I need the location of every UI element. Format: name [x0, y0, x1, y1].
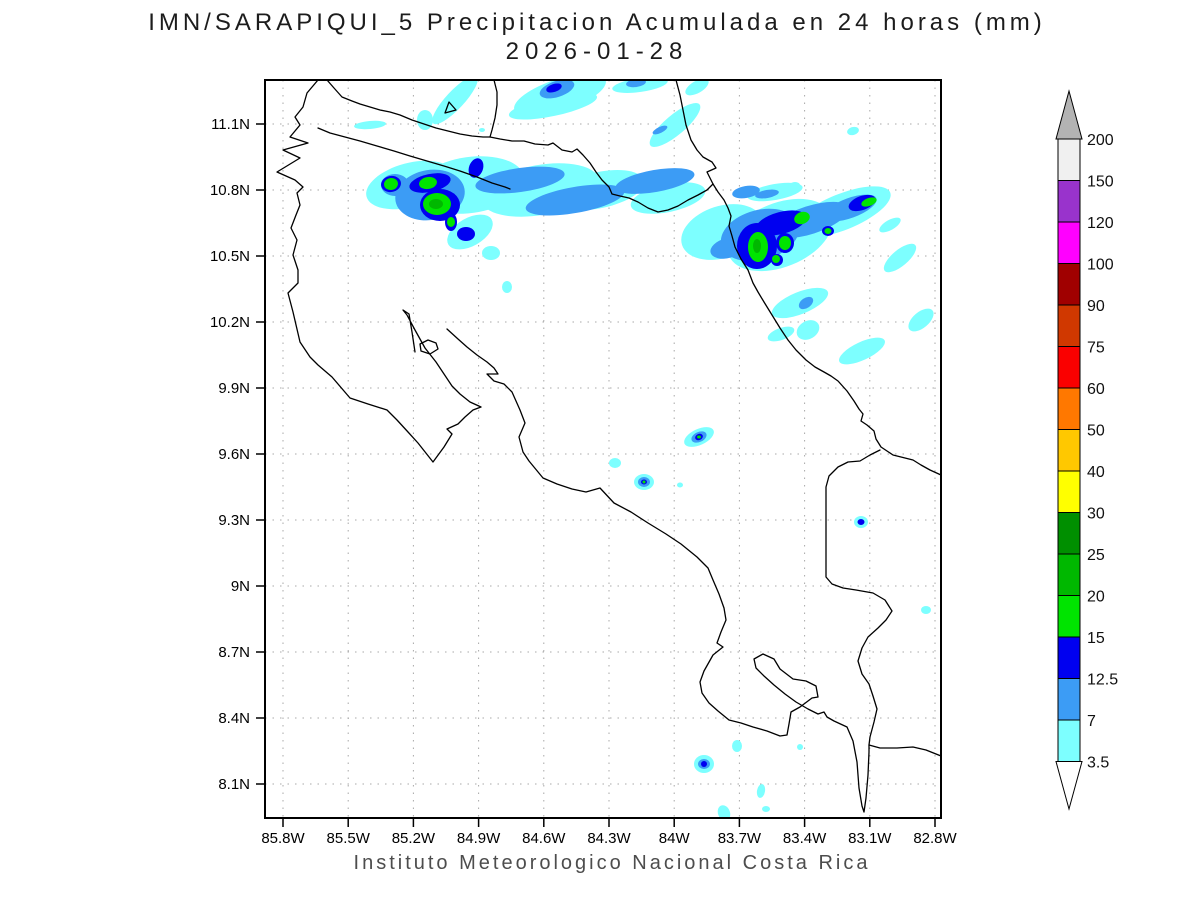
colorbar-segment — [1057, 387, 1081, 430]
gulf-nicoya-south-coastline — [446, 328, 941, 813]
panama-border — [825, 449, 893, 746]
lon-label: 83.7W — [718, 830, 762, 847]
precip-level-15mm — [384, 176, 877, 484]
colorbar-label: 3.5 — [1087, 755, 1109, 772]
latitude-axis: 11.1N 10.8N 10.5N 10.2N 9.9N 9.6N 9.3N 9N 8.7N 8.… — [210, 116, 265, 793]
colorbar-labels: 200 150 120 100 90 75 60 50 40 30 25 20 15 12.5 7 3.5 — [1087, 132, 1118, 772]
lat-label: 11.1N — [211, 116, 250, 133]
colorbar-segment — [1057, 470, 1081, 513]
colorbar-segments — [1057, 138, 1081, 762]
colorbar-arrow-bottom — [1055, 761, 1083, 811]
lake-island — [444, 101, 457, 114]
precip-level-20mm — [429, 199, 761, 253]
date-subtitle: 2026-01-28 — [506, 38, 689, 65]
colorbar-label: 15 — [1087, 630, 1105, 647]
colorbar-label: 25 — [1087, 547, 1105, 564]
longitude-axis: 85.8W 85.5W 85.2W 84.9W 84.6W 84.3W 84W 83.7W 83… — [261, 818, 958, 847]
colorbar-label: 12.5 — [1087, 672, 1118, 689]
lon-label: 83.1W — [848, 830, 892, 847]
lon-label: 83.4W — [783, 830, 827, 847]
lon-label: 84W — [659, 830, 691, 847]
colorbar-label: 75 — [1087, 340, 1105, 357]
colorbar-segment — [1057, 678, 1081, 721]
colorbar-segment — [1057, 180, 1081, 223]
precipitation-layer — [354, 80, 934, 818]
colorbar-segment — [1057, 263, 1081, 306]
caribbean-coastline — [675, 80, 941, 476]
colorbar-label: 40 — [1087, 464, 1105, 481]
colorbar-segment — [1057, 304, 1081, 347]
lon-label: 85.8W — [261, 830, 305, 847]
colorbar-segment — [1057, 221, 1081, 264]
chira-island — [419, 339, 439, 355]
lat-label: 10.5N — [210, 248, 250, 265]
lon-label: 85.5W — [327, 830, 371, 847]
colorbar-label: 30 — [1087, 506, 1105, 523]
footer-attribution: Instituto Meteorologico Nacional Costa R… — [354, 852, 871, 874]
colorbar-label: 90 — [1087, 298, 1105, 315]
lon-label: 84.3W — [587, 830, 631, 847]
colorbar-segment — [1057, 636, 1081, 679]
lat-label: 9N — [231, 578, 250, 595]
colorbar: 200 150 120 100 90 75 60 50 40 30 25 20 15 12.5 7 3.5 — [1055, 89, 1118, 811]
lat-label: 8.7N — [218, 644, 250, 661]
lon-label: 84.6W — [522, 830, 566, 847]
colorbar-label: 20 — [1087, 589, 1105, 606]
colorbar-label: 50 — [1087, 423, 1105, 440]
lat-label: 9.6N — [218, 446, 250, 463]
colorbar-segment — [1057, 429, 1081, 472]
lat-label: 8.1N — [218, 776, 250, 793]
lat-label: 8.4N — [218, 710, 250, 727]
lat-label: 10.8N — [210, 182, 250, 199]
colorbar-segment — [1057, 346, 1081, 389]
map-frame — [264, 79, 942, 819]
colorbar-segment — [1057, 595, 1081, 638]
colorbar-segment — [1057, 553, 1081, 596]
lake-nicaragua-shore — [326, 80, 498, 138]
nicaragua-border — [317, 127, 511, 190]
colorbar-segment — [1057, 719, 1081, 762]
lat-label: 9.9N — [218, 380, 250, 397]
grid-lines — [265, 80, 941, 818]
colorbar-label: 200 — [1087, 132, 1114, 149]
pacific-coastline — [276, 80, 482, 463]
colorbar-segment — [1057, 512, 1081, 555]
lon-label: 84.9W — [457, 830, 501, 847]
lat-label: 9.3N — [218, 512, 250, 529]
colorbar-arrow-top — [1055, 89, 1083, 140]
page-title: IMN/SARAPIQUI_5 Precipitacion Acumulada … — [148, 9, 1046, 36]
lat-label: 10.2N — [210, 314, 250, 331]
colorbar-label: 150 — [1087, 174, 1114, 191]
colorbar-label: 7 — [1087, 713, 1096, 730]
colorbar-label: 100 — [1087, 257, 1114, 274]
colorbar-segment — [1057, 138, 1081, 181]
coastline-layer — [276, 80, 941, 813]
lon-label: 85.2W — [392, 830, 436, 847]
colorbar-label: 60 — [1087, 381, 1105, 398]
lon-label: 82.8W — [913, 830, 957, 847]
colorbar-label: 120 — [1087, 215, 1114, 232]
san-juan-river — [489, 136, 714, 213]
